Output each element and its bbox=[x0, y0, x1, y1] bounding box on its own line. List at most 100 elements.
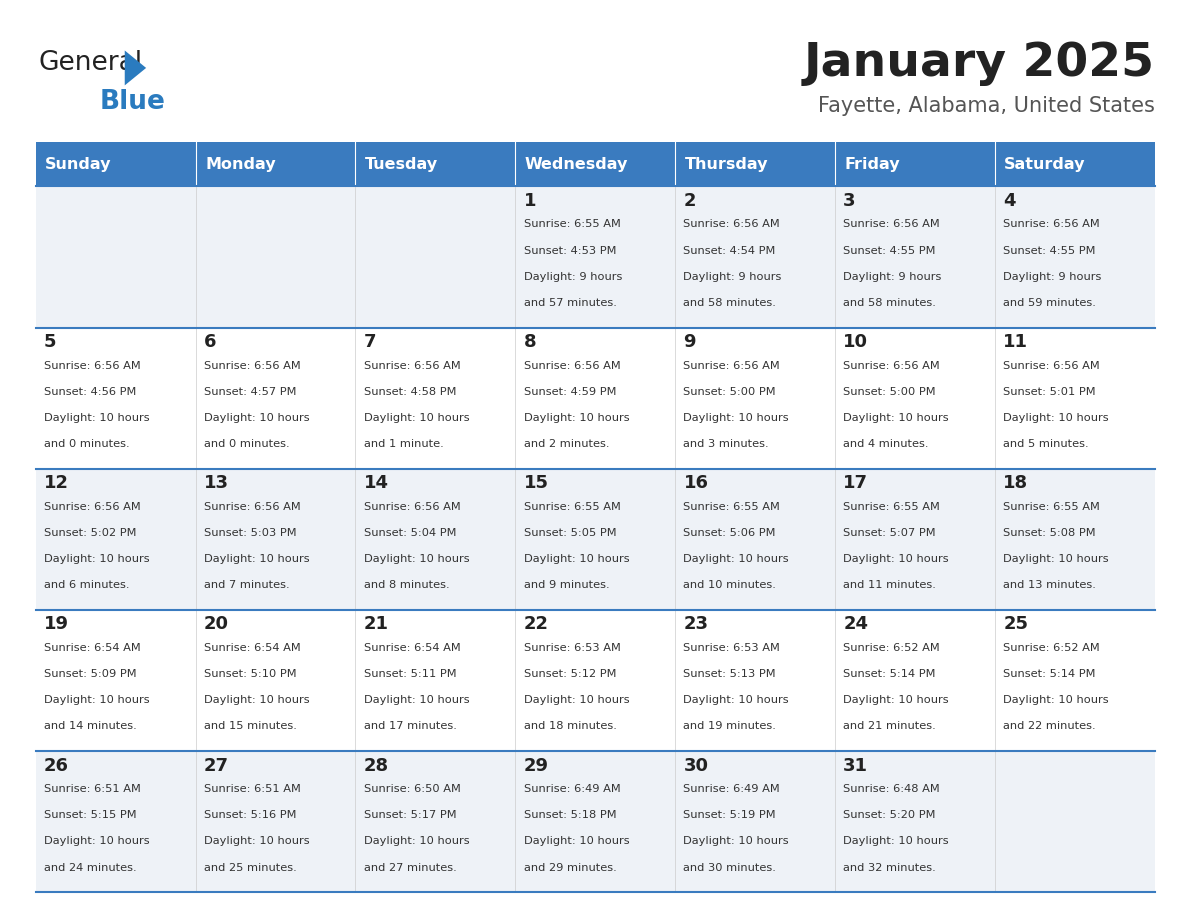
Text: Sunrise: 6:49 AM: Sunrise: 6:49 AM bbox=[524, 784, 620, 794]
Text: and 58 minutes.: and 58 minutes. bbox=[843, 297, 936, 308]
Bar bbox=[196, 186, 355, 328]
Text: Sunset: 5:06 PM: Sunset: 5:06 PM bbox=[683, 528, 776, 538]
Text: Sunset: 5:14 PM: Sunset: 5:14 PM bbox=[1003, 669, 1095, 679]
Bar bbox=[36, 469, 196, 610]
Text: Sunset: 4:54 PM: Sunset: 4:54 PM bbox=[683, 245, 776, 255]
Text: Daylight: 10 hours: Daylight: 10 hours bbox=[44, 695, 150, 705]
Text: Sunrise: 6:49 AM: Sunrise: 6:49 AM bbox=[683, 784, 781, 794]
Text: 26: 26 bbox=[44, 756, 69, 775]
Bar bbox=[355, 328, 516, 469]
Text: and 17 minutes.: and 17 minutes. bbox=[364, 722, 456, 732]
Text: and 57 minutes.: and 57 minutes. bbox=[524, 297, 617, 308]
Bar bbox=[196, 328, 355, 469]
Text: 30: 30 bbox=[683, 756, 708, 775]
Text: 1: 1 bbox=[524, 192, 536, 210]
Text: Daylight: 10 hours: Daylight: 10 hours bbox=[683, 695, 789, 705]
Bar bbox=[835, 186, 994, 328]
Text: Sunrise: 6:55 AM: Sunrise: 6:55 AM bbox=[524, 502, 620, 511]
Text: Sunset: 4:58 PM: Sunset: 4:58 PM bbox=[364, 386, 456, 397]
Text: 19: 19 bbox=[44, 615, 69, 633]
Bar bbox=[355, 751, 516, 892]
Text: 4: 4 bbox=[1003, 192, 1016, 210]
Text: 3: 3 bbox=[843, 192, 855, 210]
Text: and 1 minute.: and 1 minute. bbox=[364, 439, 443, 449]
Bar bbox=[675, 186, 835, 328]
Text: 18: 18 bbox=[1003, 475, 1029, 492]
Bar bbox=[994, 469, 1155, 610]
Text: Sunset: 5:01 PM: Sunset: 5:01 PM bbox=[1003, 386, 1095, 397]
Bar bbox=[196, 610, 355, 751]
Text: and 6 minutes.: and 6 minutes. bbox=[44, 580, 129, 590]
Text: 23: 23 bbox=[683, 615, 708, 633]
Text: Daylight: 10 hours: Daylight: 10 hours bbox=[1003, 413, 1108, 423]
Text: Daylight: 10 hours: Daylight: 10 hours bbox=[44, 836, 150, 846]
Bar bbox=[355, 186, 516, 328]
Text: and 9 minutes.: and 9 minutes. bbox=[524, 580, 609, 590]
Text: Sunset: 5:13 PM: Sunset: 5:13 PM bbox=[683, 669, 776, 679]
Text: Daylight: 10 hours: Daylight: 10 hours bbox=[524, 695, 630, 705]
Text: Daylight: 10 hours: Daylight: 10 hours bbox=[843, 554, 949, 564]
Text: Sunrise: 6:55 AM: Sunrise: 6:55 AM bbox=[1003, 502, 1100, 511]
Text: and 11 minutes.: and 11 minutes. bbox=[843, 580, 936, 590]
Text: Sunrise: 6:51 AM: Sunrise: 6:51 AM bbox=[44, 784, 141, 794]
Text: Daylight: 10 hours: Daylight: 10 hours bbox=[1003, 695, 1108, 705]
Bar bbox=[355, 610, 516, 751]
Text: 7: 7 bbox=[364, 333, 377, 351]
Text: Sunset: 5:07 PM: Sunset: 5:07 PM bbox=[843, 528, 936, 538]
Text: Sunrise: 6:50 AM: Sunrise: 6:50 AM bbox=[364, 784, 461, 794]
Text: Thursday: Thursday bbox=[684, 157, 769, 172]
Text: 12: 12 bbox=[44, 475, 69, 492]
Text: Daylight: 10 hours: Daylight: 10 hours bbox=[204, 554, 309, 564]
Bar bbox=[835, 469, 994, 610]
Text: Sunrise: 6:56 AM: Sunrise: 6:56 AM bbox=[204, 361, 301, 371]
Text: Sunrise: 6:56 AM: Sunrise: 6:56 AM bbox=[683, 361, 781, 371]
Text: Daylight: 10 hours: Daylight: 10 hours bbox=[524, 836, 630, 846]
Bar bbox=[994, 610, 1155, 751]
Text: and 0 minutes.: and 0 minutes. bbox=[44, 439, 129, 449]
Text: 10: 10 bbox=[843, 333, 868, 351]
Bar bbox=[36, 751, 196, 892]
Bar bbox=[196, 142, 355, 186]
Text: Daylight: 10 hours: Daylight: 10 hours bbox=[843, 413, 949, 423]
Text: Sunrise: 6:56 AM: Sunrise: 6:56 AM bbox=[683, 219, 781, 230]
Bar bbox=[675, 751, 835, 892]
Text: and 0 minutes.: and 0 minutes. bbox=[204, 439, 290, 449]
Text: Daylight: 10 hours: Daylight: 10 hours bbox=[204, 413, 309, 423]
Text: Daylight: 10 hours: Daylight: 10 hours bbox=[1003, 554, 1108, 564]
Bar bbox=[355, 142, 516, 186]
Text: Sunrise: 6:56 AM: Sunrise: 6:56 AM bbox=[44, 502, 140, 511]
Bar bbox=[516, 610, 675, 751]
Bar bbox=[835, 328, 994, 469]
Text: Sunrise: 6:56 AM: Sunrise: 6:56 AM bbox=[364, 502, 461, 511]
Text: Fayette, Alabama, United States: Fayette, Alabama, United States bbox=[817, 96, 1155, 117]
Text: Friday: Friday bbox=[845, 157, 901, 172]
Bar bbox=[675, 328, 835, 469]
Text: Sunrise: 6:53 AM: Sunrise: 6:53 AM bbox=[683, 643, 781, 653]
Text: Sunset: 5:20 PM: Sunset: 5:20 PM bbox=[843, 811, 936, 821]
Bar bbox=[994, 328, 1155, 469]
Text: Daylight: 10 hours: Daylight: 10 hours bbox=[364, 695, 469, 705]
Text: 15: 15 bbox=[524, 475, 549, 492]
Text: Sunrise: 6:52 AM: Sunrise: 6:52 AM bbox=[1003, 643, 1100, 653]
Text: Daylight: 10 hours: Daylight: 10 hours bbox=[204, 695, 309, 705]
Text: and 21 minutes.: and 21 minutes. bbox=[843, 722, 936, 732]
Bar bbox=[835, 751, 994, 892]
Bar bbox=[835, 142, 994, 186]
Text: 31: 31 bbox=[843, 756, 868, 775]
Text: Sunrise: 6:55 AM: Sunrise: 6:55 AM bbox=[683, 502, 781, 511]
Text: Monday: Monday bbox=[206, 157, 276, 172]
Text: and 4 minutes.: and 4 minutes. bbox=[843, 439, 929, 449]
Bar bbox=[994, 751, 1155, 892]
Text: Sunrise: 6:56 AM: Sunrise: 6:56 AM bbox=[843, 219, 940, 230]
Text: Wednesday: Wednesday bbox=[525, 157, 628, 172]
Text: Sunrise: 6:52 AM: Sunrise: 6:52 AM bbox=[843, 643, 940, 653]
Text: and 8 minutes.: and 8 minutes. bbox=[364, 580, 449, 590]
Bar bbox=[516, 186, 675, 328]
Text: Sunrise: 6:56 AM: Sunrise: 6:56 AM bbox=[204, 502, 301, 511]
Text: Daylight: 10 hours: Daylight: 10 hours bbox=[524, 413, 630, 423]
Text: Daylight: 10 hours: Daylight: 10 hours bbox=[364, 554, 469, 564]
Text: and 5 minutes.: and 5 minutes. bbox=[1003, 439, 1089, 449]
Polygon shape bbox=[125, 50, 146, 85]
Text: 25: 25 bbox=[1003, 615, 1028, 633]
Bar bbox=[36, 186, 196, 328]
